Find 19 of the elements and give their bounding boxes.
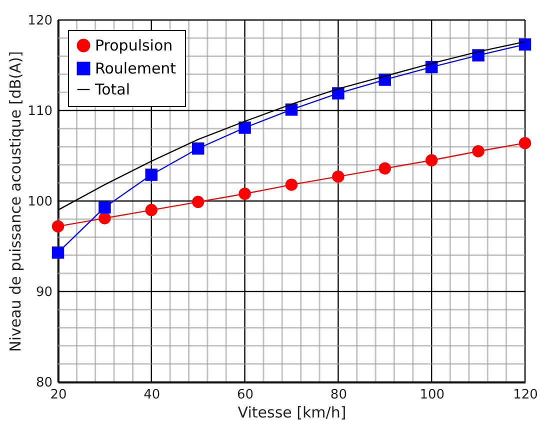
point xyxy=(518,136,532,150)
y-tick-label: 90 xyxy=(36,285,52,300)
y-tick-label: 100 xyxy=(28,194,52,210)
y-tick-label: 110 xyxy=(28,104,52,119)
point xyxy=(98,201,111,214)
legend-label: Total xyxy=(94,80,130,98)
x-tick-label: 20 xyxy=(50,388,67,402)
x-tick-label: 80 xyxy=(330,388,347,402)
y-axis-title: Niveau de puissance acoustique [dB(A)] xyxy=(6,51,25,352)
point xyxy=(52,220,64,232)
x-tick-label: 40 xyxy=(144,388,160,402)
legend-label: Roulement xyxy=(95,60,176,78)
x-tick-label: 120 xyxy=(513,388,538,402)
x-tick-label: 100 xyxy=(420,388,445,402)
y-tick-label: 120 xyxy=(28,14,52,28)
y-tick-label: 80 xyxy=(36,376,52,390)
legend-label: Propulsion xyxy=(95,36,173,54)
x-axis-title: Vitesse [km/h] xyxy=(238,404,346,422)
x-tick-label: 60 xyxy=(237,388,254,402)
